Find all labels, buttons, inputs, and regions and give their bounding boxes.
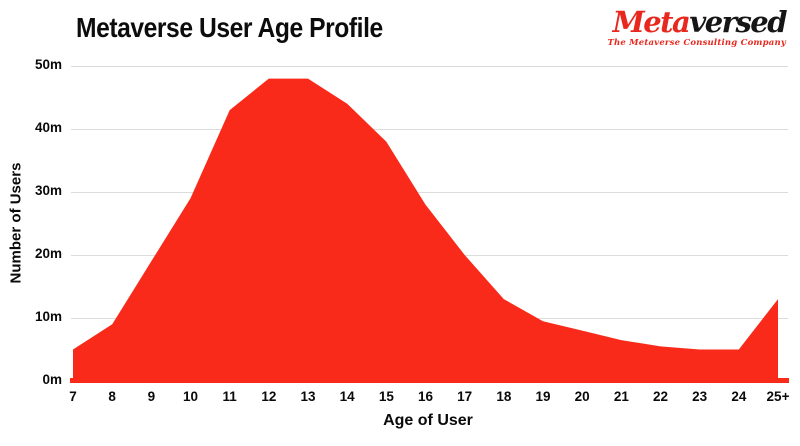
x-axis-baseline [70,378,789,383]
x-tick-label: 10 [182,389,199,404]
x-tick-label: 21 [613,389,629,404]
logo-wordmark: Metaversed [607,5,788,39]
x-tick-label: 14 [339,389,355,404]
y-tick-label: 40m [34,120,62,135]
y-axis-title: Number of Users [7,162,25,284]
x-tick-label: 25+ [766,389,790,404]
x-tick-label: 24 [731,389,747,404]
x-tick-label: 16 [417,389,434,404]
chart-title: Metaverse User Age Profile [76,12,383,43]
x-tick-label: 18 [496,389,512,404]
x-tick-label: 8 [108,389,116,404]
y-tick-label: 10m [34,309,62,324]
y-tick-label: 50m [34,57,62,72]
logo-tagline: The Metaverse Consulting Company [607,38,786,48]
x-tick-label: 12 [261,389,277,404]
x-tick-label: 11 [222,389,237,404]
area-fill [73,78,778,381]
logo-wordmark-meta: Meta [612,5,691,39]
logo-wordmark-versed: versed [689,5,787,39]
x-tick-label: 20 [574,389,590,404]
x-tick-label: 7 [69,389,77,404]
x-tick-label: 13 [300,389,316,404]
y-tick-label: 20m [34,246,62,261]
x-tick-label: 19 [535,389,551,404]
area-series [73,78,778,381]
x-tick-label: 22 [652,389,669,404]
x-tick-label: 23 [692,389,708,404]
gridline [71,66,788,67]
y-tick-label: 30m [34,183,62,198]
logo: Metaversed The Metaverse Consulting Comp… [607,5,788,48]
y-tick-label: 0m [42,372,62,387]
x-tick-label: 17 [457,389,473,404]
x-tick-label: 9 [147,389,156,404]
x-axis-title: Age of User [383,412,473,429]
x-tick-label: 15 [378,389,394,404]
gridline [71,192,788,193]
gridline [71,129,788,130]
